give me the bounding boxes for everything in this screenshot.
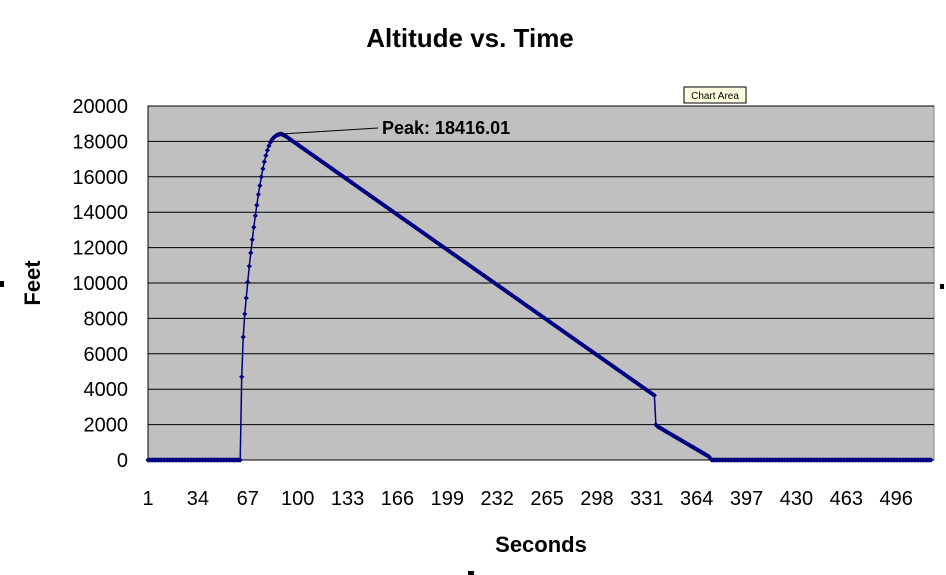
selection-handle-right[interactable]: [940, 284, 944, 289]
data-point: [266, 143, 272, 149]
x-tick-label: 1: [142, 488, 153, 510]
data-point: [249, 237, 255, 243]
x-tick-label: 166: [381, 488, 414, 510]
x-tick-label: 34: [187, 488, 209, 510]
x-tick-label: 364: [680, 488, 713, 510]
peak-leader-line: [280, 127, 379, 135]
chart-title: Altitude vs. Time: [366, 23, 574, 53]
x-tick-label: 199: [431, 488, 464, 510]
y-tick-label: 0: [117, 450, 128, 472]
gridlines: [148, 105, 934, 426]
data-point: [706, 453, 712, 460]
data-point: [254, 202, 260, 208]
data-point: [245, 279, 251, 285]
y-tick-label: 2000: [84, 415, 129, 437]
tooltip-label: Chart Area: [691, 91, 739, 102]
data-point: [243, 295, 249, 301]
data-point: [653, 422, 659, 428]
y-tick-label: 10000: [72, 273, 128, 295]
selection-handle-left[interactable]: [0, 281, 4, 287]
data-point: [263, 152, 269, 159]
y-tick-label: 12000: [72, 238, 128, 260]
data-point: [707, 455, 713, 461]
x-axis-ticks: 1 34 67 100 133 166 199 232 265 298 331 364 397 430 46…: [142, 488, 912, 510]
x-tick-label: 67: [237, 488, 259, 510]
x-tick-label: 265: [530, 488, 563, 510]
data-point: [267, 139, 274, 145]
data-point: [264, 147, 271, 153]
x-tick-label: 133: [331, 488, 364, 510]
data-point: [239, 374, 245, 380]
x-tick-label: 232: [480, 488, 513, 510]
data-point: [248, 250, 254, 256]
data-point: [240, 334, 246, 340]
x-tick-label: 430: [780, 488, 813, 510]
y-axis-title: Feet: [20, 260, 45, 306]
y-tick-label: 20000: [72, 96, 128, 118]
data-point: [257, 183, 263, 189]
data-point: [237, 457, 243, 463]
x-tick-label: 331: [630, 488, 663, 510]
y-tick-label: 14000: [72, 202, 128, 224]
x-axis-title: Seconds: [495, 532, 587, 557]
data-point: [260, 166, 266, 172]
data-point: [258, 174, 264, 180]
x-tick-label: 496: [880, 488, 913, 510]
peak-label: Peak: 18416.01: [382, 118, 510, 138]
chart-area-tooltip: Chart Area: [683, 86, 747, 104]
x-tick-label: 298: [580, 488, 613, 510]
data-point: [246, 263, 252, 269]
data-point: [252, 213, 258, 219]
y-tick-label: 8000: [84, 308, 129, 330]
data-point: [651, 392, 657, 398]
peak-annotation: Peak: 18416.01: [280, 118, 510, 138]
selection-handle-bottom[interactable]: [468, 571, 474, 575]
y-tick-label: 6000: [84, 344, 129, 366]
series-altitude: [145, 131, 934, 463]
data-point: [928, 457, 934, 463]
y-axis-ticks: 0 2000 4000 6000 8000 10000 12000 14000 16000 180…: [72, 96, 128, 472]
data-point: [242, 311, 248, 317]
y-tick-label: 16000: [72, 167, 128, 189]
x-tick-label: 100: [281, 488, 314, 510]
x-tick-label: 397: [730, 488, 763, 510]
data-point: [261, 159, 267, 165]
y-tick-label: 18000: [72, 131, 128, 153]
x-tick-label: 463: [830, 488, 863, 510]
data-point: [251, 224, 257, 230]
y-tick-label: 4000: [84, 379, 129, 401]
data-point: [255, 191, 261, 198]
